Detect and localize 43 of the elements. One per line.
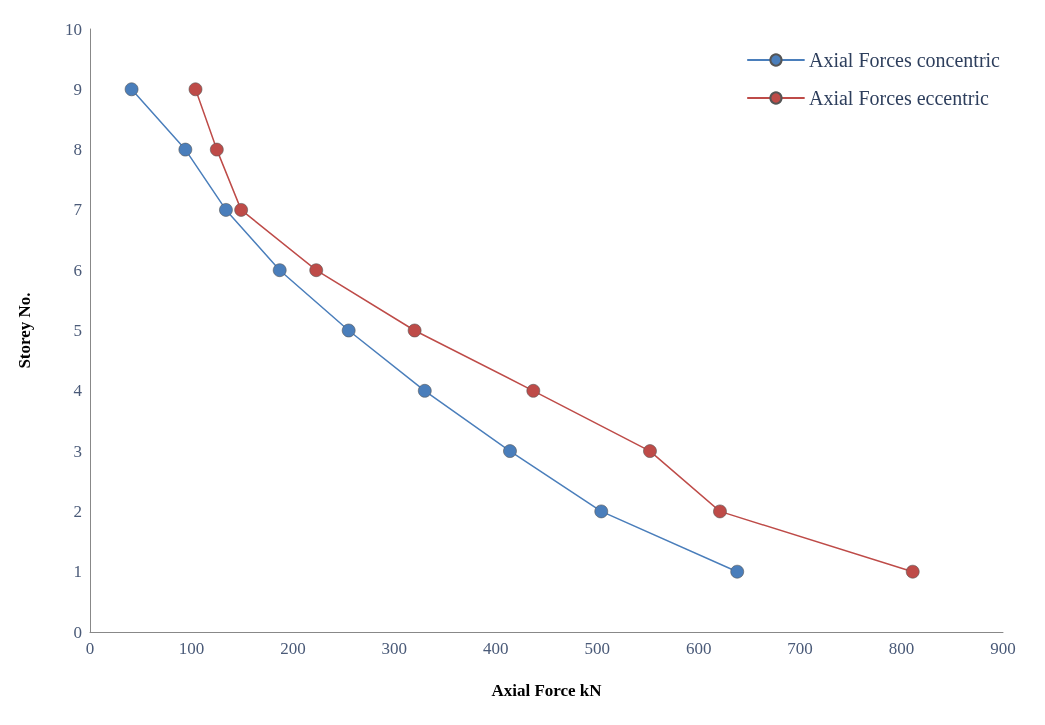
y-tick-label: 2 xyxy=(73,501,82,521)
point xyxy=(594,504,609,519)
y-tick-label: 5 xyxy=(73,321,82,340)
x-tick-label: 500 xyxy=(584,639,610,658)
x-tick-label: 300 xyxy=(381,639,408,658)
y-tick-label: 8 xyxy=(73,140,82,160)
point xyxy=(407,323,422,338)
point xyxy=(526,384,541,398)
y-tick-label: 7 xyxy=(73,200,83,220)
point xyxy=(210,142,224,157)
y-tick-label: 6 xyxy=(73,260,82,280)
y-tick-label: 1 xyxy=(73,562,82,582)
x-axis-title: Axial Force kN xyxy=(491,681,603,700)
point xyxy=(905,564,920,579)
x-tick-label: 900 xyxy=(990,639,1016,658)
y-tick-label: 10 xyxy=(65,19,82,39)
point xyxy=(503,444,517,458)
point xyxy=(341,323,356,338)
y-tick-label: 9 xyxy=(73,79,82,99)
point xyxy=(219,203,233,217)
x-tick-label: 200 xyxy=(280,639,306,658)
x-tick-label: 700 xyxy=(787,639,813,658)
point xyxy=(178,142,193,157)
x-tick-label: 100 xyxy=(178,639,205,658)
point xyxy=(124,82,139,97)
point xyxy=(309,263,324,277)
x-tick-label: 0 xyxy=(85,639,95,658)
point xyxy=(234,203,248,217)
point xyxy=(188,82,203,97)
point xyxy=(417,384,432,398)
legend-label: Axial Forces eccentric xyxy=(808,87,989,109)
x-tick-label: 800 xyxy=(888,639,915,658)
point xyxy=(272,263,287,277)
y-tick-label: 4 xyxy=(73,381,83,401)
legend-label: Axial Forces concentric xyxy=(808,49,1001,71)
y-tick-label: 3 xyxy=(73,441,82,461)
x-tick-label: 600 xyxy=(685,639,712,658)
point xyxy=(730,564,745,579)
y-tick-label: 0 xyxy=(73,622,82,642)
x-tick-label: 400 xyxy=(483,639,509,658)
y-axis-title: Storey No. xyxy=(15,292,34,369)
point xyxy=(713,504,727,519)
point xyxy=(643,444,657,458)
